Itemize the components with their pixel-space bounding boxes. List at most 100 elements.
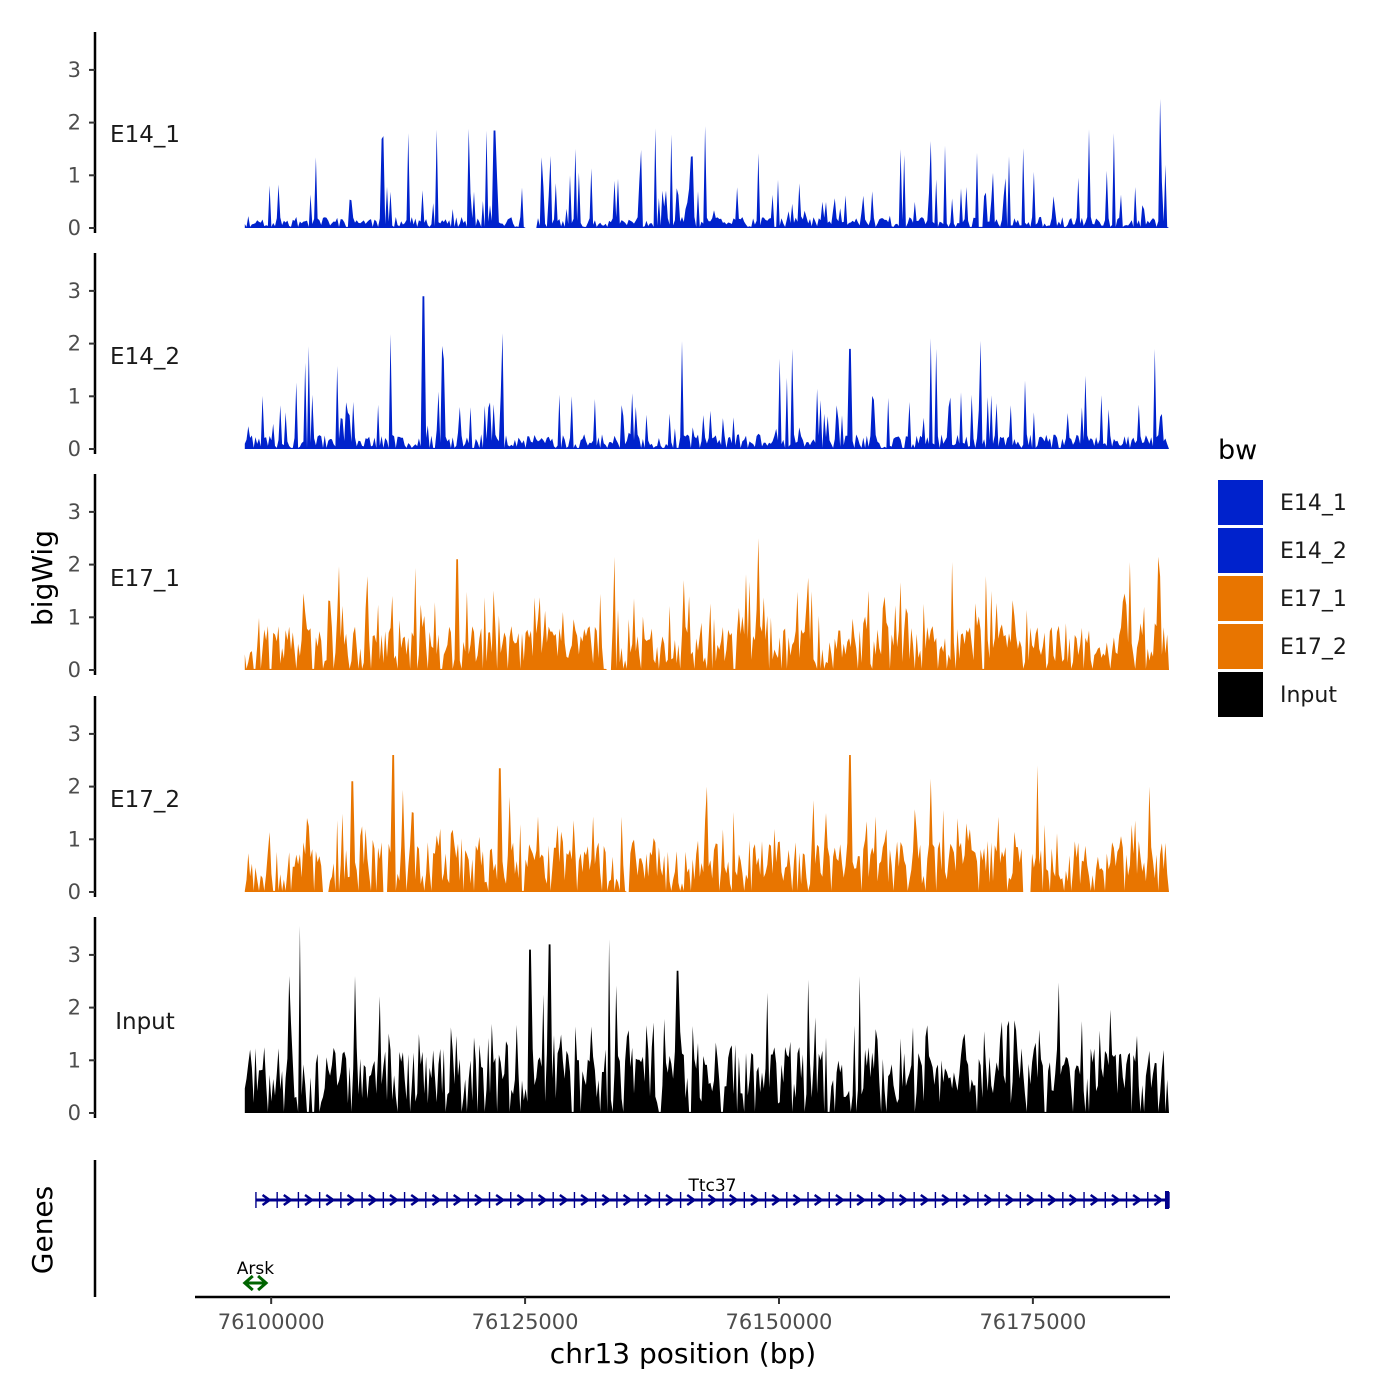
x-tick-label-3: 76175000	[979, 1310, 1086, 1334]
strand-arrow	[601, 1193, 612, 1207]
track-group-e17-1: 0 1 2 3	[68, 474, 1170, 682]
strand-arrow	[1089, 1193, 1100, 1207]
y-tick-label-2-3: 3	[68, 500, 81, 524]
gene-ttc37: Ttc37	[255, 1176, 1170, 1209]
strand-arrow	[1153, 1193, 1164, 1207]
track-label-e14-2: E14_2	[110, 344, 180, 370]
track-group-e17-2: 0 1 2 3	[68, 696, 1170, 904]
x-tick-label-0: 76100000	[218, 1310, 325, 1334]
y-axis-title: bigWig	[26, 530, 59, 626]
strand-arrow	[431, 1193, 442, 1207]
strand-arrow	[1111, 1193, 1122, 1207]
y-tick-label-1-0: 0	[68, 437, 81, 461]
genes-axis-title: Genes	[26, 1186, 59, 1274]
strand-arrow	[707, 1193, 718, 1207]
strand-arrow	[559, 1193, 569, 1207]
track-e17-1: E17_1	[110, 566, 180, 592]
signal-area-e14-2	[244, 296, 1170, 449]
legend-label-e17-1: E17_1	[1280, 587, 1347, 612]
y-tick-label-1-3: 3	[68, 279, 81, 303]
strand-arrow	[283, 1193, 293, 1207]
strand-arrow	[580, 1193, 591, 1207]
gene-label-ttc37: Ttc37	[687, 1176, 736, 1196]
track-group-e14-2: 0 1 2 3	[68, 253, 1170, 461]
gene-arsk: Arsk	[237, 1259, 274, 1292]
strand-arrow	[920, 1193, 930, 1207]
x-axis: 76100000 76125000 76150000 76175000	[195, 1295, 1170, 1334]
y-tick-label-1-2: 2	[68, 332, 81, 356]
strand-arrow	[1005, 1193, 1015, 1207]
legend-label-e14-1: E14_1	[1280, 491, 1347, 516]
x-tick-label-2: 76150000	[726, 1310, 833, 1334]
strand-arrow	[304, 1193, 315, 1207]
strand-arrow	[962, 1193, 973, 1207]
strand-arrow	[792, 1193, 803, 1207]
track-label-e14-1: E14_1	[110, 122, 180, 148]
strand-arrow	[1132, 1193, 1143, 1207]
strand-arrow	[346, 1193, 357, 1207]
strand-arrow	[325, 1193, 336, 1207]
y-tick-label-3-2: 2	[68, 775, 81, 799]
legend: bw E14_1 E14_2 E17_1 E17_2 Input	[1218, 435, 1347, 717]
y-tick-label-2-2: 2	[68, 553, 81, 577]
signal-area-e17-1	[244, 538, 1170, 670]
strand-arrow	[516, 1193, 527, 1207]
x-axis-title: chr13 position (bp)	[550, 1337, 816, 1370]
legend-key-e17-1	[1218, 576, 1263, 621]
signal-area-e17-2	[244, 755, 1170, 892]
legend-label-e17-2: E17_2	[1280, 635, 1347, 660]
y-tick-label-0-3: 3	[68, 58, 81, 82]
strand-arrow-right	[257, 1274, 269, 1292]
strand-arrow	[856, 1193, 867, 1207]
y-tick-label-4-2: 2	[68, 996, 81, 1020]
legend-key-input	[1218, 672, 1263, 717]
track-input: Input	[115, 1009, 175, 1035]
y-tick-label-0-1: 1	[68, 163, 81, 187]
strand-arrow	[941, 1193, 952, 1207]
strand-arrow	[750, 1193, 761, 1207]
strand-arrow	[622, 1193, 633, 1207]
strand-arrow	[1047, 1193, 1058, 1207]
legend-label-input: Input	[1280, 683, 1337, 708]
strand-arrow	[835, 1193, 846, 1207]
y-tick-label-0-2: 2	[68, 111, 81, 135]
track-e17-2: E17_2	[110, 787, 180, 813]
strand-arrow	[771, 1193, 782, 1207]
track-group-e14-1: 0 1 2 3	[68, 32, 1170, 240]
track-group-input: 0 1 2 3	[68, 917, 1170, 1125]
y-tick-label-2-1: 1	[68, 605, 81, 629]
strand-arrow	[452, 1193, 463, 1207]
y-tick-label-0-0: 0	[68, 216, 81, 240]
gene-label-arsk: Arsk	[237, 1259, 274, 1279]
track-label-e17-2: E17_2	[110, 787, 180, 813]
signal-area-e14-1	[244, 98, 1170, 229]
y-tick-label-4-3: 3	[68, 943, 81, 967]
strand-arrow	[728, 1193, 739, 1207]
track-e14-1: E14_1	[110, 122, 180, 148]
track-label-input: Input	[115, 1009, 175, 1035]
strand-arrow	[389, 1193, 400, 1207]
strand-arrow	[813, 1193, 824, 1207]
gene-end-cap	[1164, 1191, 1169, 1209]
x-tick-label-1: 76125000	[472, 1310, 579, 1334]
y-tick-label-2-0: 0	[68, 658, 81, 682]
signal-area-input	[244, 925, 1170, 1113]
strand-arrow	[898, 1193, 909, 1207]
track-e14-2: E14_2	[110, 344, 180, 370]
strand-arrow-left	[242, 1274, 254, 1292]
strand-arrow	[537, 1193, 548, 1207]
strand-arrow	[367, 1193, 378, 1207]
strand-arrow	[665, 1193, 676, 1207]
strand-arrow	[983, 1193, 994, 1207]
y-tick-label-1-1: 1	[68, 384, 81, 408]
strand-arrow	[474, 1193, 485, 1207]
y-tick-label-3-1: 1	[68, 827, 81, 851]
y-tick-label-4-1: 1	[68, 1048, 81, 1072]
strand-arrow	[495, 1193, 506, 1207]
y-tick-label-4-0: 0	[68, 1101, 81, 1125]
legend-key-e17-2	[1218, 624, 1263, 669]
strand-arrow	[686, 1193, 697, 1207]
genes-layer: Ttc37 Arsk	[93, 1160, 1170, 1297]
strand-arrow	[261, 1193, 272, 1207]
